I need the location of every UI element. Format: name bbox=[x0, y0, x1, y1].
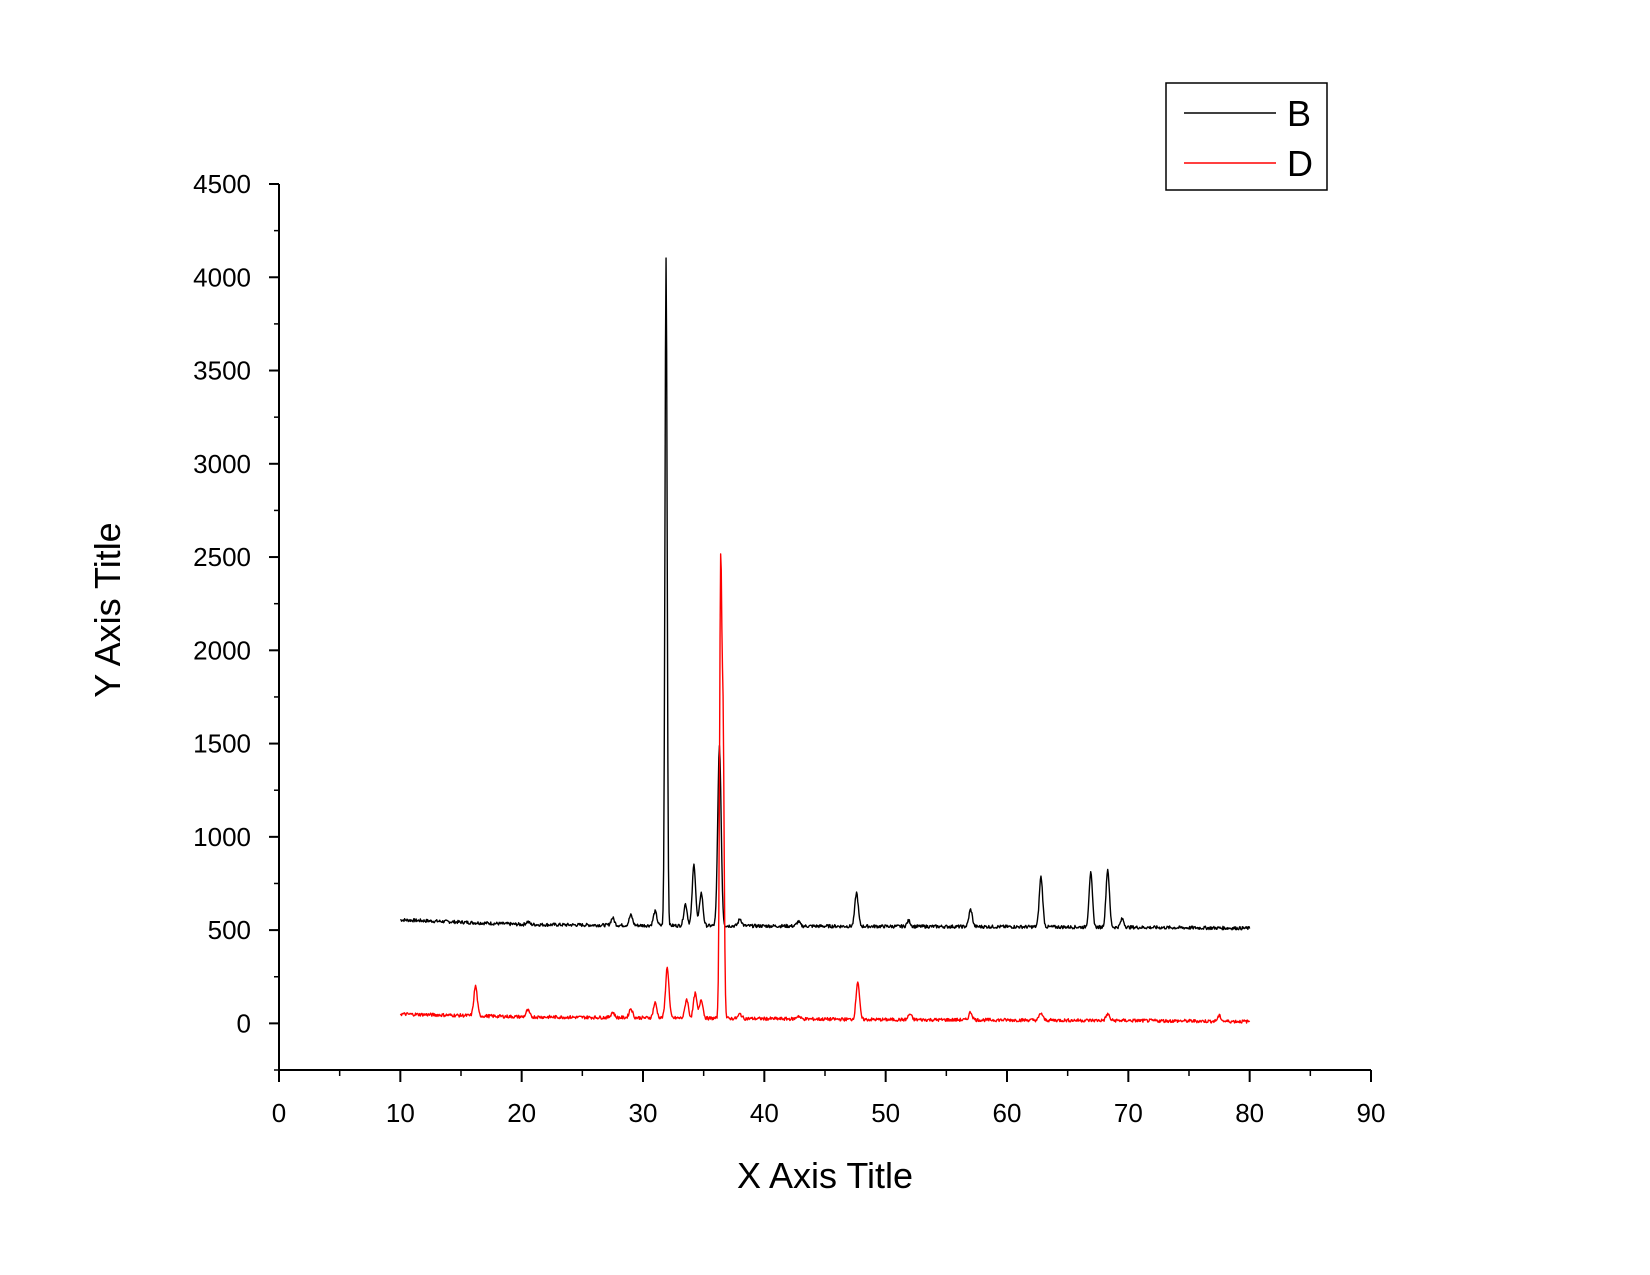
y-tick-label: 2000 bbox=[193, 635, 251, 665]
x-tick-label: 80 bbox=[1235, 1098, 1264, 1128]
x-tick-label: 30 bbox=[629, 1098, 658, 1128]
y-tick-label: 4000 bbox=[193, 262, 251, 292]
x-tick-label: 20 bbox=[507, 1098, 536, 1128]
y-tick-label: 500 bbox=[208, 915, 251, 945]
y-tick-label: 1000 bbox=[193, 822, 251, 852]
legend-label-b: B bbox=[1287, 93, 1311, 134]
series-line-b bbox=[400, 257, 1251, 931]
y-tick-label: 1500 bbox=[193, 729, 251, 759]
legend-box bbox=[1165, 82, 1328, 191]
x-tick-label: 70 bbox=[1114, 1098, 1143, 1128]
series-line-d bbox=[399, 553, 1251, 1024]
y-ticks: 0 500 1000 1500 2000 2500 3000 3500 4000 4500 bbox=[193, 169, 279, 1071]
x-ticks: 0 10 20 30 40 50 60 70 80 90 bbox=[272, 1070, 1386, 1128]
x-tick-label: 60 bbox=[993, 1098, 1022, 1128]
x-tick-label: 50 bbox=[871, 1098, 900, 1128]
legend: B D bbox=[1165, 82, 1328, 191]
y-tick-label: 4500 bbox=[193, 169, 251, 199]
x-tick-label: 90 bbox=[1357, 1098, 1386, 1128]
y-axis-title: Y Axis Title bbox=[87, 522, 128, 697]
y-tick-label: 3500 bbox=[193, 356, 251, 386]
y-tick-label: 0 bbox=[237, 1008, 251, 1038]
plot-area: 0 500 1000 1500 2000 2500 3000 3500 4000 4500 0 10… bbox=[193, 169, 1385, 1128]
y-tick-label: 3000 bbox=[193, 449, 251, 479]
x-tick-label: 40 bbox=[750, 1098, 779, 1128]
y-tick-label: 2500 bbox=[193, 542, 251, 572]
x-axis-title: X Axis Title bbox=[737, 1155, 913, 1196]
series-layer bbox=[399, 257, 1251, 1024]
x-tick-label: 10 bbox=[386, 1098, 415, 1128]
x-tick-label: 0 bbox=[272, 1098, 286, 1128]
legend-label-d: D bbox=[1287, 143, 1313, 184]
